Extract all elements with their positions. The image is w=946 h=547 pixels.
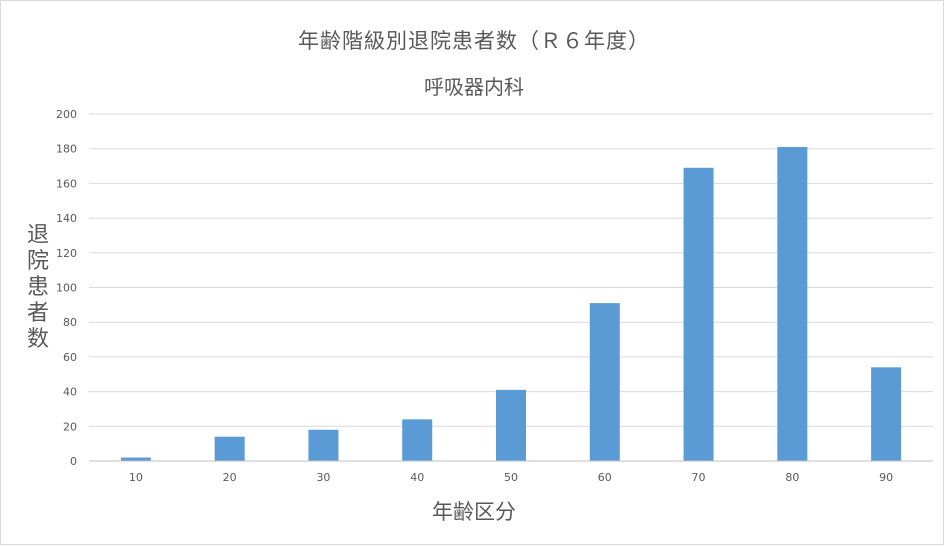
- bar-30: [308, 429, 339, 461]
- x-tick-label: 80: [785, 471, 799, 484]
- bar-50: [495, 389, 527, 461]
- y-tick-label: 180: [56, 143, 77, 156]
- x-axis-label: 年齢区分: [432, 500, 516, 524]
- x-tick-label: 10: [129, 471, 143, 484]
- bar-60: [589, 303, 620, 461]
- x-tick-label: 30: [316, 471, 330, 484]
- x-tick-label: 20: [223, 471, 237, 484]
- bar-80: [777, 146, 808, 461]
- x-tick-label: 70: [692, 471, 706, 484]
- x-tick-label: 40: [410, 471, 424, 484]
- x-tick-label: 60: [598, 471, 612, 484]
- y-tick-label: 60: [63, 351, 77, 364]
- y-tick-label: 140: [56, 212, 77, 225]
- y-tick-label: 160: [56, 177, 77, 190]
- y-tick-label: 120: [56, 247, 77, 260]
- x-tick-label: 90: [879, 471, 893, 484]
- bar-10: [120, 457, 151, 461]
- bar-70: [683, 167, 714, 461]
- y-tick-label: 200: [56, 108, 77, 121]
- y-tick-label: 100: [56, 282, 77, 295]
- y-tick-label: 40: [63, 386, 77, 399]
- bar-90: [871, 367, 902, 461]
- chart-title: 年齢階級別退院患者数（Ｒ６年度）: [298, 29, 650, 53]
- y-tick-label: 20: [63, 420, 77, 433]
- chart-subtitle: 呼吸器内科: [424, 75, 524, 99]
- x-tick-label: 50: [504, 471, 518, 484]
- y-axis-label: 退院患者数: [26, 223, 49, 352]
- bar-20: [214, 436, 245, 461]
- y-tick-label: 0: [70, 455, 77, 468]
- bar-40: [402, 419, 433, 461]
- y-tick-label: 80: [63, 316, 77, 329]
